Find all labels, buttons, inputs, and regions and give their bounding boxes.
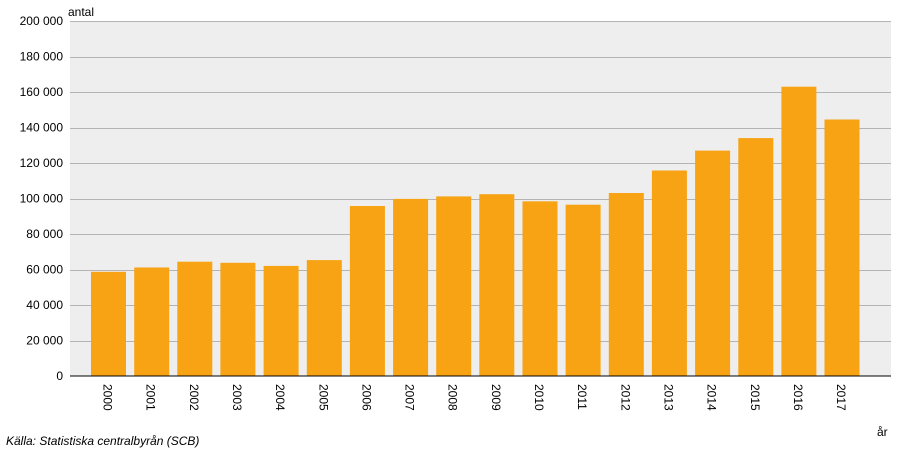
x-tick-label: 2009 xyxy=(489,384,503,411)
bar xyxy=(781,86,817,376)
x-tick-label: 2002 xyxy=(187,384,201,411)
y-tick-label: 160 000 xyxy=(20,85,64,99)
x-tick-label: 2007 xyxy=(403,384,417,411)
bar xyxy=(565,204,601,376)
x-tick-label: 2008 xyxy=(446,384,460,411)
y-axis-title: antal xyxy=(68,5,94,19)
x-tick-label: 2011 xyxy=(575,384,589,410)
x-axis-ticks: 2000 2001 2002 2003 2004 2005 2006 2007 2008 2009… xyxy=(101,384,849,411)
bars xyxy=(91,86,860,376)
x-tick-label: 2005 xyxy=(316,384,330,411)
bar xyxy=(522,201,558,376)
y-tick-label: 40 000 xyxy=(26,298,63,312)
x-tick-label: 2000 xyxy=(101,384,115,411)
bar xyxy=(91,271,126,376)
x-axis-title: år xyxy=(877,425,888,439)
x-tick-label: 2006 xyxy=(359,384,373,411)
bar xyxy=(651,170,687,376)
x-tick-label: 2004 xyxy=(273,384,287,411)
y-tick-label: 60 000 xyxy=(26,263,63,277)
y-tick-label: 80 000 xyxy=(26,227,63,241)
y-tick-label: 180 000 xyxy=(20,50,64,64)
y-tick-label: 20 000 xyxy=(26,334,63,348)
bar xyxy=(220,262,256,376)
bar xyxy=(393,198,429,376)
x-tick-label: 2013 xyxy=(661,384,675,411)
bar xyxy=(479,194,515,376)
bar xyxy=(608,193,644,376)
x-tick-label: 2001 xyxy=(144,384,158,411)
y-tick-label: 100 000 xyxy=(20,192,64,206)
bar xyxy=(134,267,170,376)
bar xyxy=(349,206,385,376)
x-tick-label: 2015 xyxy=(748,384,762,411)
y-tick-label: 120 000 xyxy=(20,156,64,170)
x-tick-label: 2012 xyxy=(618,384,632,411)
x-tick-label: 2016 xyxy=(791,384,805,411)
bar xyxy=(436,196,472,376)
y-tick-label: 0 xyxy=(56,369,63,383)
bar xyxy=(695,150,731,376)
bar xyxy=(738,138,774,376)
bar xyxy=(824,119,860,376)
x-tick-label: 2003 xyxy=(230,384,244,411)
bar xyxy=(263,265,299,376)
y-tick-label: 200 000 xyxy=(20,14,64,28)
x-tick-label: 2010 xyxy=(532,384,546,411)
bar xyxy=(177,261,213,376)
x-tick-label: 2014 xyxy=(705,384,719,411)
bar xyxy=(306,260,342,376)
y-axis-ticks: 0 20 000 40 000 60 000 80 000 100 000 120 000 1… xyxy=(20,14,64,383)
x-tick-label: 2017 xyxy=(834,384,848,411)
y-tick-label: 140 000 xyxy=(20,121,64,135)
source-note: Källa: Statistiska centralbyrån (SCB) xyxy=(6,434,200,448)
